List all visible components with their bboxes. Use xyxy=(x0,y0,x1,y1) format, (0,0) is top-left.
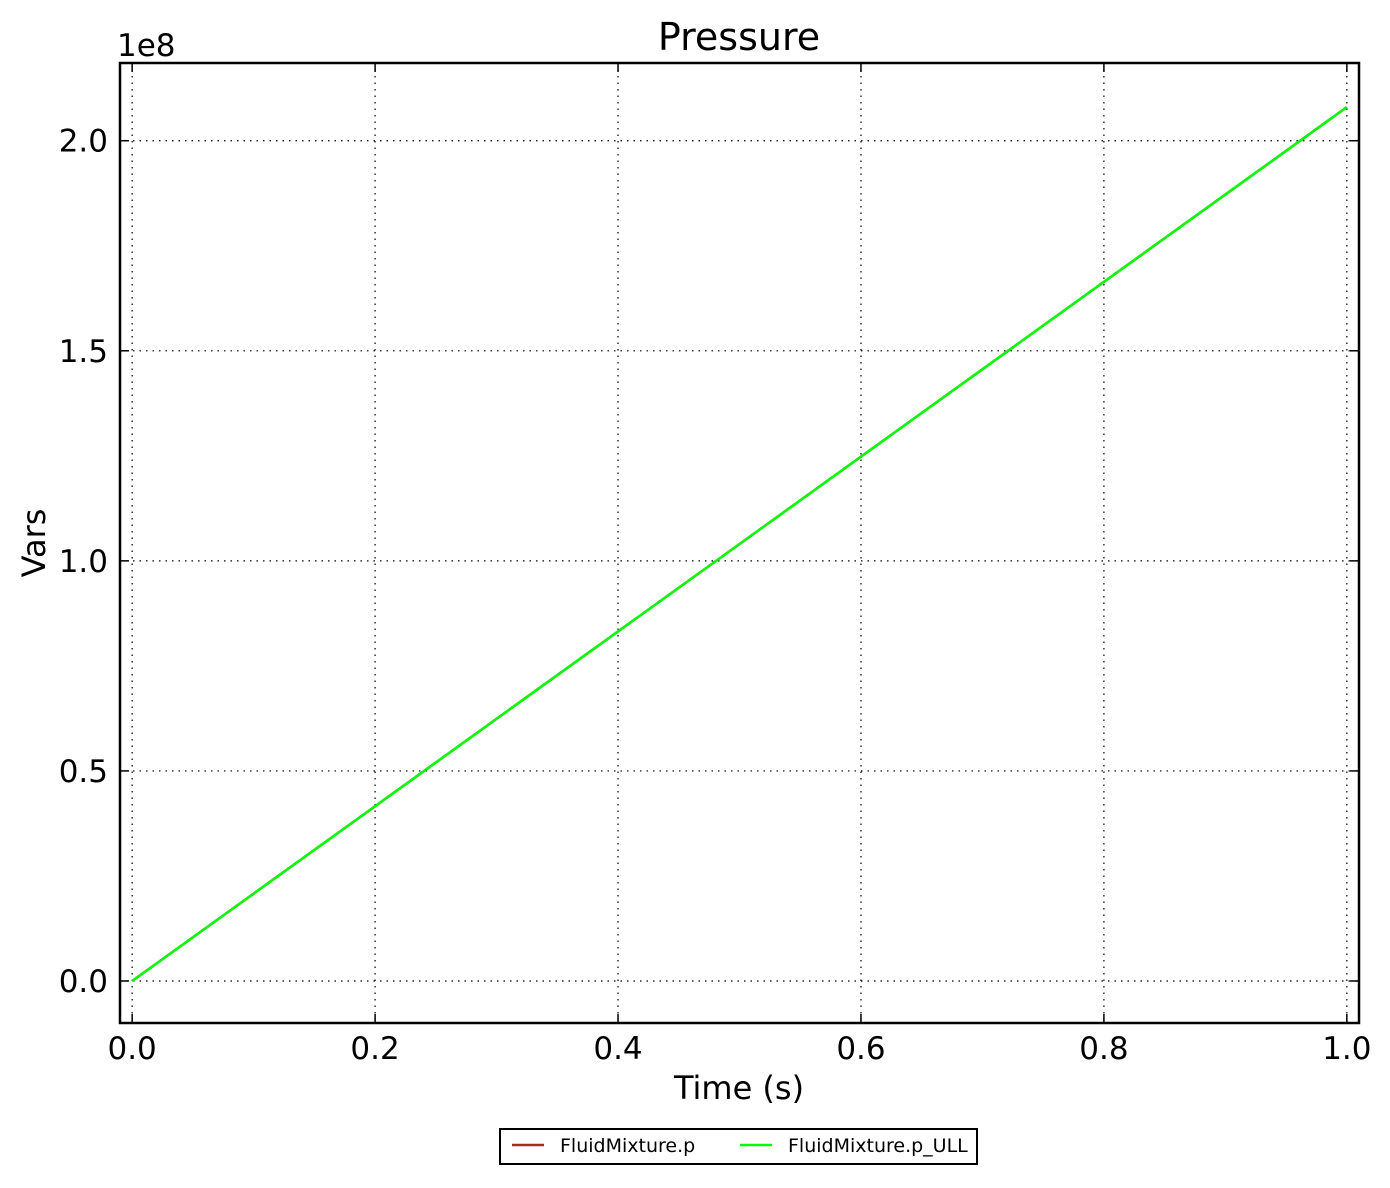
legend: FluidMixture.p FluidMixture.p_ULL xyxy=(499,1128,978,1165)
x-axis-label: Time (s) xyxy=(673,1069,804,1107)
legend-frame xyxy=(499,1128,978,1165)
grid-lines xyxy=(120,63,1359,1023)
axis-ticks xyxy=(120,63,1359,1023)
legend-label-fluidmixture-p: FluidMixture.p xyxy=(560,1135,695,1157)
x-tick-label: 0.8 xyxy=(1079,1031,1128,1067)
tick-labels: 0.0 0.2 0.4 0.6 0.8 1.0 0.0 0.5 1.0 1.5 2.0 xyxy=(59,124,1372,1067)
x-tick-label: 0.4 xyxy=(593,1031,642,1067)
x-tick-label: 0.0 xyxy=(107,1031,156,1067)
y-axis-label: Vars xyxy=(15,509,53,578)
y-tick-label: 1.5 xyxy=(59,334,108,370)
y-tick-label: 2.0 xyxy=(59,124,108,160)
y-tick-label: 1.0 xyxy=(59,544,108,580)
axes-frame xyxy=(118,61,1361,1025)
y-offset-label: 1e8 xyxy=(117,28,176,64)
y-tick-label: 0.0 xyxy=(59,964,108,1000)
x-tick-label: 0.6 xyxy=(836,1031,885,1067)
series-line-fluidmixture-p-ull xyxy=(131,106,1348,983)
legend-label-fluidmixture-p-ull: FluidMixture.p_ULL xyxy=(788,1135,968,1157)
x-tick-label: 1.0 xyxy=(1322,1031,1371,1067)
series-lines xyxy=(131,106,1348,983)
chart-title: Pressure xyxy=(658,15,820,59)
x-tick-label: 0.2 xyxy=(350,1031,399,1067)
y-tick-label: 0.5 xyxy=(59,754,108,790)
